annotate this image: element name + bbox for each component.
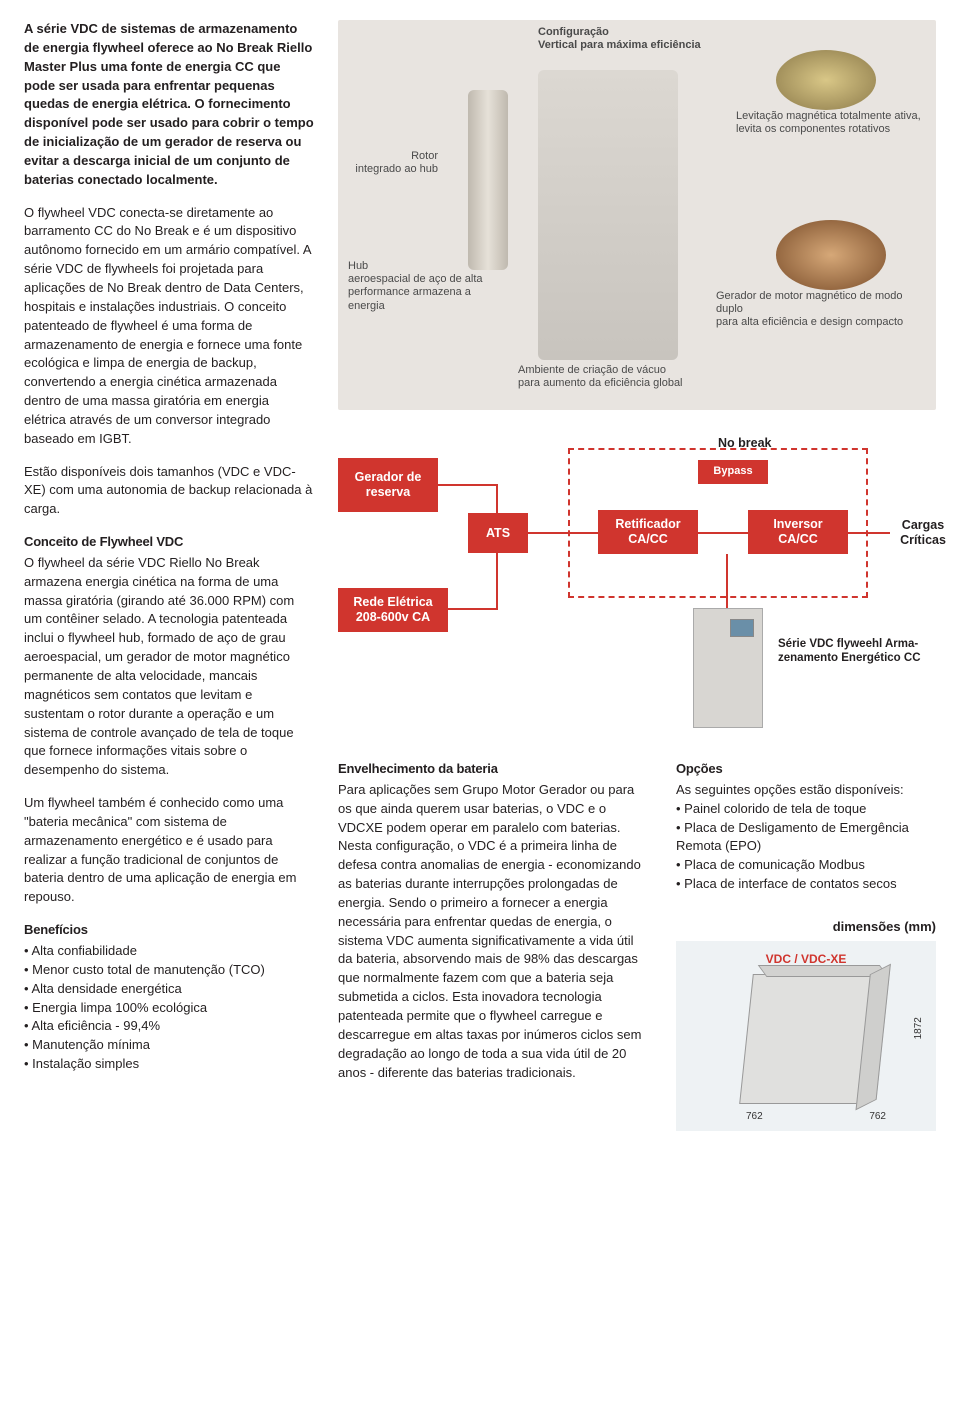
block-ats: ATS xyxy=(468,513,528,553)
para-1b: Estão disponíveis dois tamanhos (VDC e V… xyxy=(24,463,314,520)
heading-dimensions: dimensões (mm) xyxy=(676,918,936,937)
dimensions-panel: VDC / VDC-XE 762 762 1872 xyxy=(676,941,936,1131)
list-item: Manutenção mínima xyxy=(24,1036,314,1055)
options-intro: As seguintes opções estão disponíveis: xyxy=(676,781,936,800)
list-item: Placa de Desligamento de Emergência Remo… xyxy=(676,819,936,857)
battery-column: Envelhecimento da bateria Para aplicaçõe… xyxy=(338,746,648,1131)
tech-label-motor: Gerador de motor magnético de modo duplo… xyxy=(716,290,926,330)
label-critical-loads: CargasCríticas xyxy=(893,518,953,548)
options-column: Opções As seguintes opções estão disponí… xyxy=(676,746,936,1131)
heading-concept: Conceito de Flywheel VDC xyxy=(24,533,314,552)
label-vdc-series: Série VDC flyweehl Arma-zenamento Energé… xyxy=(778,638,938,666)
heading-battery-aging: Envelhecimento da bateria xyxy=(338,760,648,779)
page-root: A série VDC de sistemas de armazenamento… xyxy=(24,20,936,1131)
flywheel-shape xyxy=(538,70,678,360)
rotor-shape xyxy=(468,90,508,270)
para-battery: Para aplicações sem Grupo Motor Gerador … xyxy=(338,781,648,1083)
options-list: Painel colorido de tela de toque Placa d… xyxy=(676,800,936,894)
block-bypass: Bypass xyxy=(698,460,768,484)
dim-depth: 762 xyxy=(869,1110,886,1125)
intro-bold: A série VDC de sistemas de armazenamento… xyxy=(24,20,314,190)
tech-label-vacuum: Ambiente de criação de vácuopara aumento… xyxy=(518,364,688,390)
block-rectifier: RetificadorCA/CC xyxy=(598,510,698,554)
list-item: Placa de interface de contatos secos xyxy=(676,875,936,894)
list-item: Alta eficiência - 99,4% xyxy=(24,1017,314,1036)
tech-label-levit: Levitação magnética totalmente ativa,lev… xyxy=(736,110,926,136)
block-reserve-generator: Gerador dereserva xyxy=(338,458,438,512)
heading-benefits: Benefícios xyxy=(24,921,314,940)
benefits-list: Alta confiabilidade Menor custo total de… xyxy=(24,942,314,1074)
list-item: Painel colorido de tela de toque xyxy=(676,800,936,819)
tech-label-config: ConfiguraçãoVertical para máxima eficiên… xyxy=(538,26,701,52)
label-nobreak: No break xyxy=(718,436,772,451)
motor-shape xyxy=(776,220,886,290)
dimensions-cabinet-icon xyxy=(739,974,873,1104)
bearing-shape xyxy=(776,50,876,110)
lower-columns: Envelhecimento da bateria Para aplicaçõe… xyxy=(338,746,936,1131)
tech-label-rotor: Rotorintegrado ao hub xyxy=(348,150,438,176)
heading-options: Opções xyxy=(676,760,936,779)
list-item: Alta confiabilidade xyxy=(24,942,314,961)
right-column: ConfiguraçãoVertical para máxima eficiên… xyxy=(338,20,936,1131)
list-item: Menor custo total de manutenção (TCO) xyxy=(24,961,314,980)
list-item: Placa de comunicação Modbus xyxy=(676,856,936,875)
list-item: Energia limpa 100% ecológica xyxy=(24,999,314,1018)
dim-width: 762 xyxy=(746,1110,763,1125)
list-item: Instalação simples xyxy=(24,1055,314,1074)
block-grid: Rede Elétrica208-600v CA xyxy=(338,588,448,632)
list-item: Alta densidade energética xyxy=(24,980,314,999)
dim-height: 1872 xyxy=(912,1017,927,1039)
block-diagram: Gerador dereserva ATS Rede Elétrica208-6… xyxy=(338,438,936,718)
left-column: A série VDC de sistemas de armazenamento… xyxy=(24,20,314,1131)
para-2b: Um flywheel também é conhecido como uma … xyxy=(24,794,314,907)
block-inverter: InversorCA/CC xyxy=(748,510,848,554)
para-1: O flywheel VDC conecta-se diretamente ao… xyxy=(24,204,314,449)
cabinet-icon xyxy=(693,608,763,728)
tech-illustration: ConfiguraçãoVertical para máxima eficiên… xyxy=(338,20,936,410)
para-2: O flywheel da série VDC Riello No Break … xyxy=(24,554,314,780)
tech-label-hub: Hubaeroespacial de aço de altaperformanc… xyxy=(348,260,488,313)
